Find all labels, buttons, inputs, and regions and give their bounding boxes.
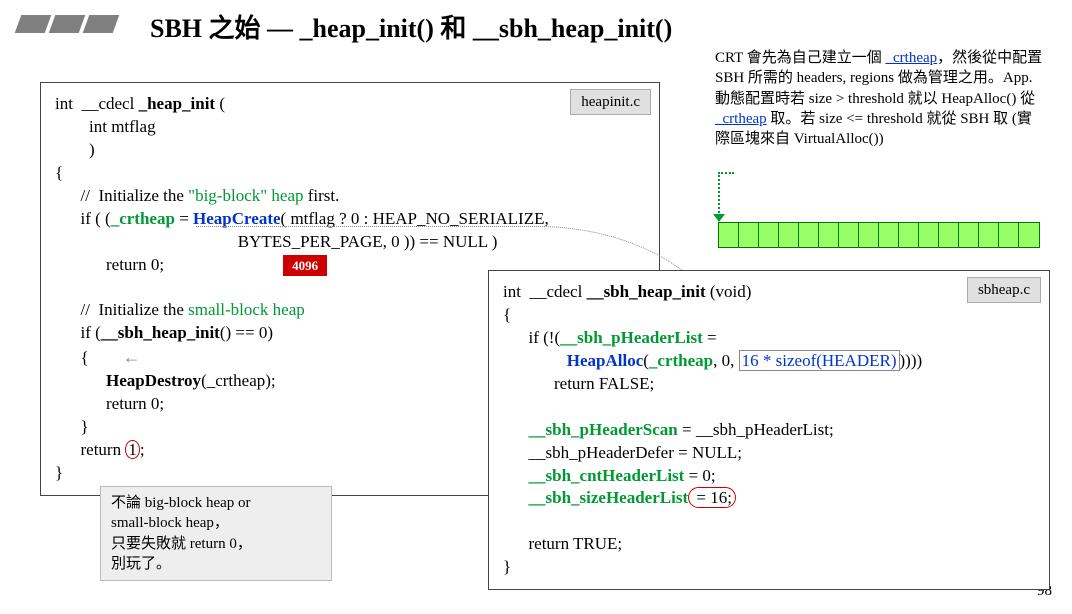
note-line: 別玩了。 xyxy=(111,554,321,574)
decor-block xyxy=(49,15,86,33)
memory-cell xyxy=(739,223,759,247)
crtheap-ref: _crtheap xyxy=(886,50,938,66)
circled-value: 1 xyxy=(125,440,140,459)
decor-block xyxy=(15,15,52,33)
code-line: HeapAlloc(_crtheap, 0, 16 * sizeof(HEADE… xyxy=(503,350,1035,373)
memory-cell xyxy=(839,223,859,247)
memory-cell xyxy=(979,223,999,247)
code-line: __sbh_pHeaderDefer = NULL; xyxy=(503,442,1035,465)
arrow-head-icon xyxy=(713,214,725,222)
code-line: int __cdecl __sbh_heap_init (void) xyxy=(503,281,1035,304)
code-line xyxy=(503,510,1035,533)
code-line xyxy=(503,396,1035,419)
memory-cell xyxy=(1019,223,1039,247)
note-line: small-block heap， xyxy=(111,513,321,533)
memory-cell xyxy=(799,223,819,247)
explanation-text: CRT 會先為自己建立一個 _crtheap，然後從中配置 SBH 所需的 he… xyxy=(715,48,1045,149)
memory-cell xyxy=(999,223,1019,247)
note-line: 不論 big-block heap or xyxy=(111,493,321,513)
boxed-expr: 16 * sizeof(HEADER) xyxy=(739,350,900,371)
memory-cell xyxy=(959,223,979,247)
code-line: if (!(__sbh_pHeaderList = xyxy=(503,327,1035,350)
header-decor xyxy=(18,15,116,33)
memory-cell xyxy=(819,223,839,247)
circled-expr: = 16; xyxy=(688,487,736,508)
code-line: { xyxy=(503,304,1035,327)
value-badge: 4096 xyxy=(283,255,327,277)
left-arrow-icon: ← xyxy=(123,347,141,367)
code-line: // Initialize the "big-block" heap first… xyxy=(55,185,645,208)
page-title: SBH 之始 — _heap_init() 和 __sbh_heap_init(… xyxy=(150,8,672,45)
memory-cell xyxy=(779,223,799,247)
code-line: __sbh_pHeaderScan = __sbh_pHeaderList; xyxy=(503,419,1035,442)
code-line: int mtflag xyxy=(55,116,645,139)
memory-cell xyxy=(759,223,779,247)
memory-blocks xyxy=(718,222,1040,248)
code-line: return TRUE; xyxy=(503,533,1035,556)
code-line: { xyxy=(55,162,645,185)
code-line: BYTES_PER_PAGE, 0 )) == NULL ) xyxy=(55,231,645,254)
annotation-note: 不論 big-block heap or small-block heap， 只… xyxy=(100,486,332,581)
file-label: sbheap.c xyxy=(967,277,1041,303)
memory-cell xyxy=(859,223,879,247)
code-box-sbheap: sbheap.c int __cdecl __sbh_heap_init (vo… xyxy=(488,270,1050,590)
decor-block xyxy=(83,15,120,33)
code-line: return FALSE; xyxy=(503,373,1035,396)
file-label: heapinit.c xyxy=(570,89,651,115)
code-line: int __cdecl _heap_init ( xyxy=(55,93,645,116)
code-line: __sbh_cntHeaderList = 0; xyxy=(503,465,1035,488)
code-line: } xyxy=(503,556,1035,579)
memory-cell xyxy=(899,223,919,247)
crtheap-ref: _crtheap xyxy=(715,111,767,127)
memory-cell xyxy=(719,223,739,247)
memory-cell xyxy=(879,223,899,247)
note-line: 只要失敗就 return 0， xyxy=(111,534,321,554)
code-line: if ( (_crtheap = HeapCreate( mtflag ? 0 … xyxy=(55,208,645,231)
memory-cell xyxy=(939,223,959,247)
memory-cell xyxy=(919,223,939,247)
code-line: ) xyxy=(55,139,645,162)
code-line: __sbh_sizeHeaderList = 16; xyxy=(503,487,1035,510)
text: CRT 會先為自己建立一個 xyxy=(715,50,882,66)
